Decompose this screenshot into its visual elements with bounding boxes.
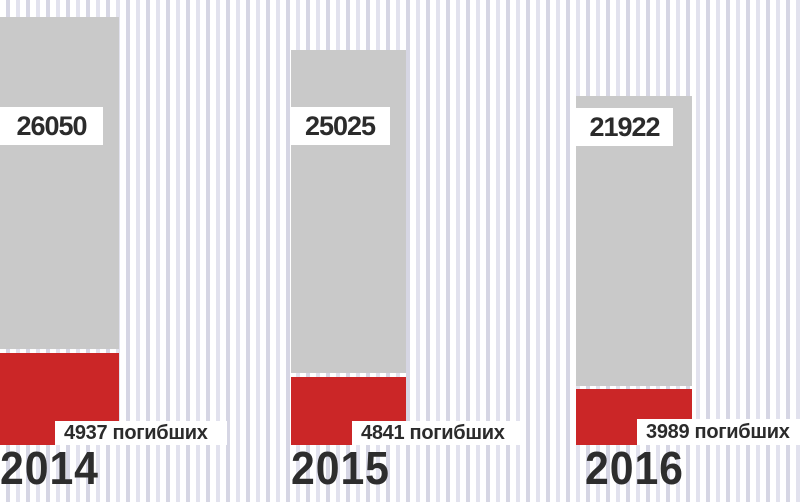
deaths-value-label-2014: 4937 погибших	[55, 421, 227, 445]
deaths-value-text-2015: 4841 погибших	[361, 421, 505, 444]
total-value-label-2015: 25025	[290, 107, 390, 145]
total-value-text-2014: 26050	[16, 110, 87, 141]
total-value-label-2016: 21922	[576, 108, 673, 146]
deaths-value-text-2014: 4937 погибших	[64, 421, 208, 444]
bar-total-2014	[0, 17, 119, 349]
deaths-value-text-2016: 3989 погибших	[646, 420, 790, 443]
deaths-value-label-2016: 3989 погибших	[637, 419, 806, 445]
total-value-text-2015: 25025	[304, 110, 376, 141]
year-caption-2015: 2015	[291, 442, 390, 494]
total-value-label-2014: 26050	[0, 107, 103, 145]
bar-total-2015	[291, 50, 406, 373]
total-value-text-2016: 21922	[589, 111, 660, 142]
year-caption-2016: 2016	[585, 442, 684, 494]
year-caption-2014: 2014	[0, 442, 99, 494]
deaths-value-label-2015: 4841 погибших	[352, 421, 520, 445]
